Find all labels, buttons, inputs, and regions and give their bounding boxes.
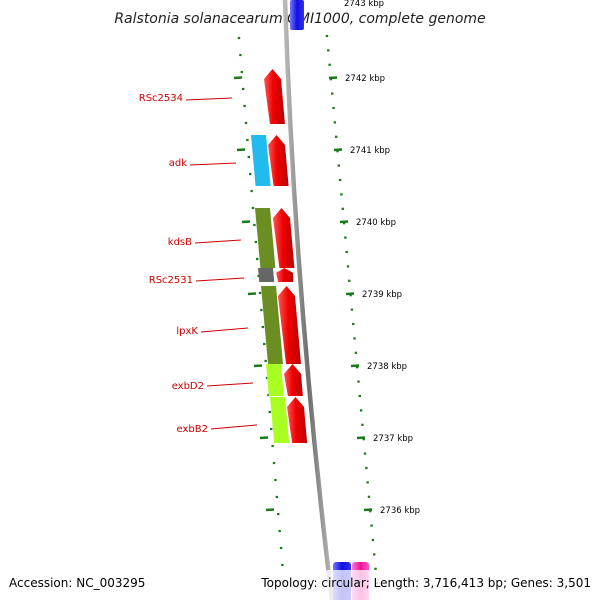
tick-label: 2741 kbp	[350, 146, 390, 156]
label-leader	[206, 382, 254, 387]
label-leader	[189, 162, 237, 166]
tick-label: 2742 kbp	[345, 74, 385, 84]
gene-exbD2[interactable]: exbD2	[172, 364, 303, 396]
tick-label: 2739 kbp	[362, 290, 402, 300]
gene-arrow[interactable]	[287, 397, 308, 443]
major-tick-right	[328, 76, 338, 80]
gene-label: kdsB	[168, 237, 192, 248]
cog-block[interactable]	[258, 268, 275, 282]
tick-label: 2738 kbp	[367, 362, 407, 372]
tick-label: 2737 kbp	[373, 434, 413, 444]
gene-lpxK[interactable]: lpxK	[176, 286, 302, 364]
label-leader	[194, 239, 242, 244]
genome-backbone	[282, 0, 335, 600]
major-tick-right	[350, 364, 360, 368]
major-tick-right	[339, 220, 349, 224]
footer-background	[0, 570, 600, 600]
gene-label: adk	[169, 158, 187, 169]
cog-block[interactable]	[261, 286, 284, 364]
gene-arrow[interactable]	[278, 286, 302, 364]
cog-block[interactable]	[270, 397, 290, 443]
gene-adk[interactable]: adk	[169, 135, 289, 186]
gene-label: exbD2	[172, 381, 204, 392]
major-tick-right	[333, 148, 343, 152]
gene-arrow[interactable]	[268, 135, 289, 186]
major-tick-left	[247, 292, 257, 296]
gene-arrow[interactable]	[264, 69, 285, 124]
gene-kdsB[interactable]: kdsB	[168, 208, 295, 268]
major-tick-left	[236, 148, 246, 152]
cog-block[interactable]	[255, 208, 276, 268]
label-leader	[200, 327, 249, 333]
top-feature-blue	[290, 0, 304, 30]
gene-RSc2534[interactable]: RSc2534	[139, 69, 285, 124]
gene-label: RSc2531	[149, 275, 193, 286]
genome-summary-text: Topology: circular; Length: 3,716,413 bp…	[260, 576, 591, 590]
outer-tick-track	[325, 34, 379, 585]
gene-label: RSc2534	[139, 93, 183, 104]
gene-label: exbB2	[177, 424, 208, 435]
accession-text: Accession: NC_003295	[9, 576, 145, 590]
gene-arrow[interactable]	[273, 208, 295, 268]
gene-label: lpxK	[176, 326, 198, 337]
major-tick-left	[253, 364, 263, 368]
label-leader	[210, 424, 258, 430]
top-tick-label: 2743 kbp	[344, 0, 384, 9]
major-tick-left	[259, 436, 269, 440]
major-tick-left	[233, 76, 243, 80]
tick-label: 2736 kbp	[380, 506, 420, 516]
gene-group: RSc2534 adk kdsB RSc2531 lpxK exbD2 exbB2	[139, 69, 308, 443]
tick-label: 2740 kbp	[356, 218, 396, 228]
label-leader	[195, 277, 245, 282]
label-leader	[185, 97, 233, 101]
major-tick-left	[241, 220, 251, 224]
gene-RSc2531[interactable]: RSc2531	[149, 268, 294, 286]
major-tick-right	[356, 436, 366, 440]
cog-block[interactable]	[251, 135, 271, 186]
cog-block[interactable]	[266, 364, 284, 396]
gene-arrow[interactable]	[284, 364, 303, 396]
tick-group: 2742 kbp 2741 kbp 2740 kbp 2739 kbp 2738 kbp…	[233, 74, 420, 516]
gene-exbB2[interactable]: exbB2	[177, 397, 308, 443]
major-tick-right	[345, 292, 355, 296]
major-tick-left	[265, 508, 275, 512]
gene-arrow[interactable]	[276, 268, 294, 282]
major-tick-right	[363, 508, 373, 512]
